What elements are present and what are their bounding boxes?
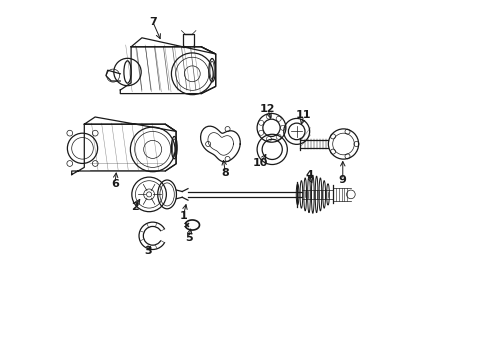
Text: 5: 5 [184, 233, 192, 243]
Text: 6: 6 [111, 179, 119, 189]
Text: 1: 1 [179, 211, 187, 221]
Text: 4: 4 [305, 170, 313, 180]
Wedge shape [160, 229, 167, 242]
Text: 12: 12 [260, 104, 275, 114]
Text: 3: 3 [144, 246, 152, 256]
Text: 10: 10 [252, 158, 268, 168]
Text: 7: 7 [148, 17, 156, 27]
Text: 11: 11 [296, 110, 311, 120]
Text: 8: 8 [221, 168, 229, 178]
Text: 9: 9 [338, 175, 346, 185]
Text: 2: 2 [131, 202, 138, 212]
